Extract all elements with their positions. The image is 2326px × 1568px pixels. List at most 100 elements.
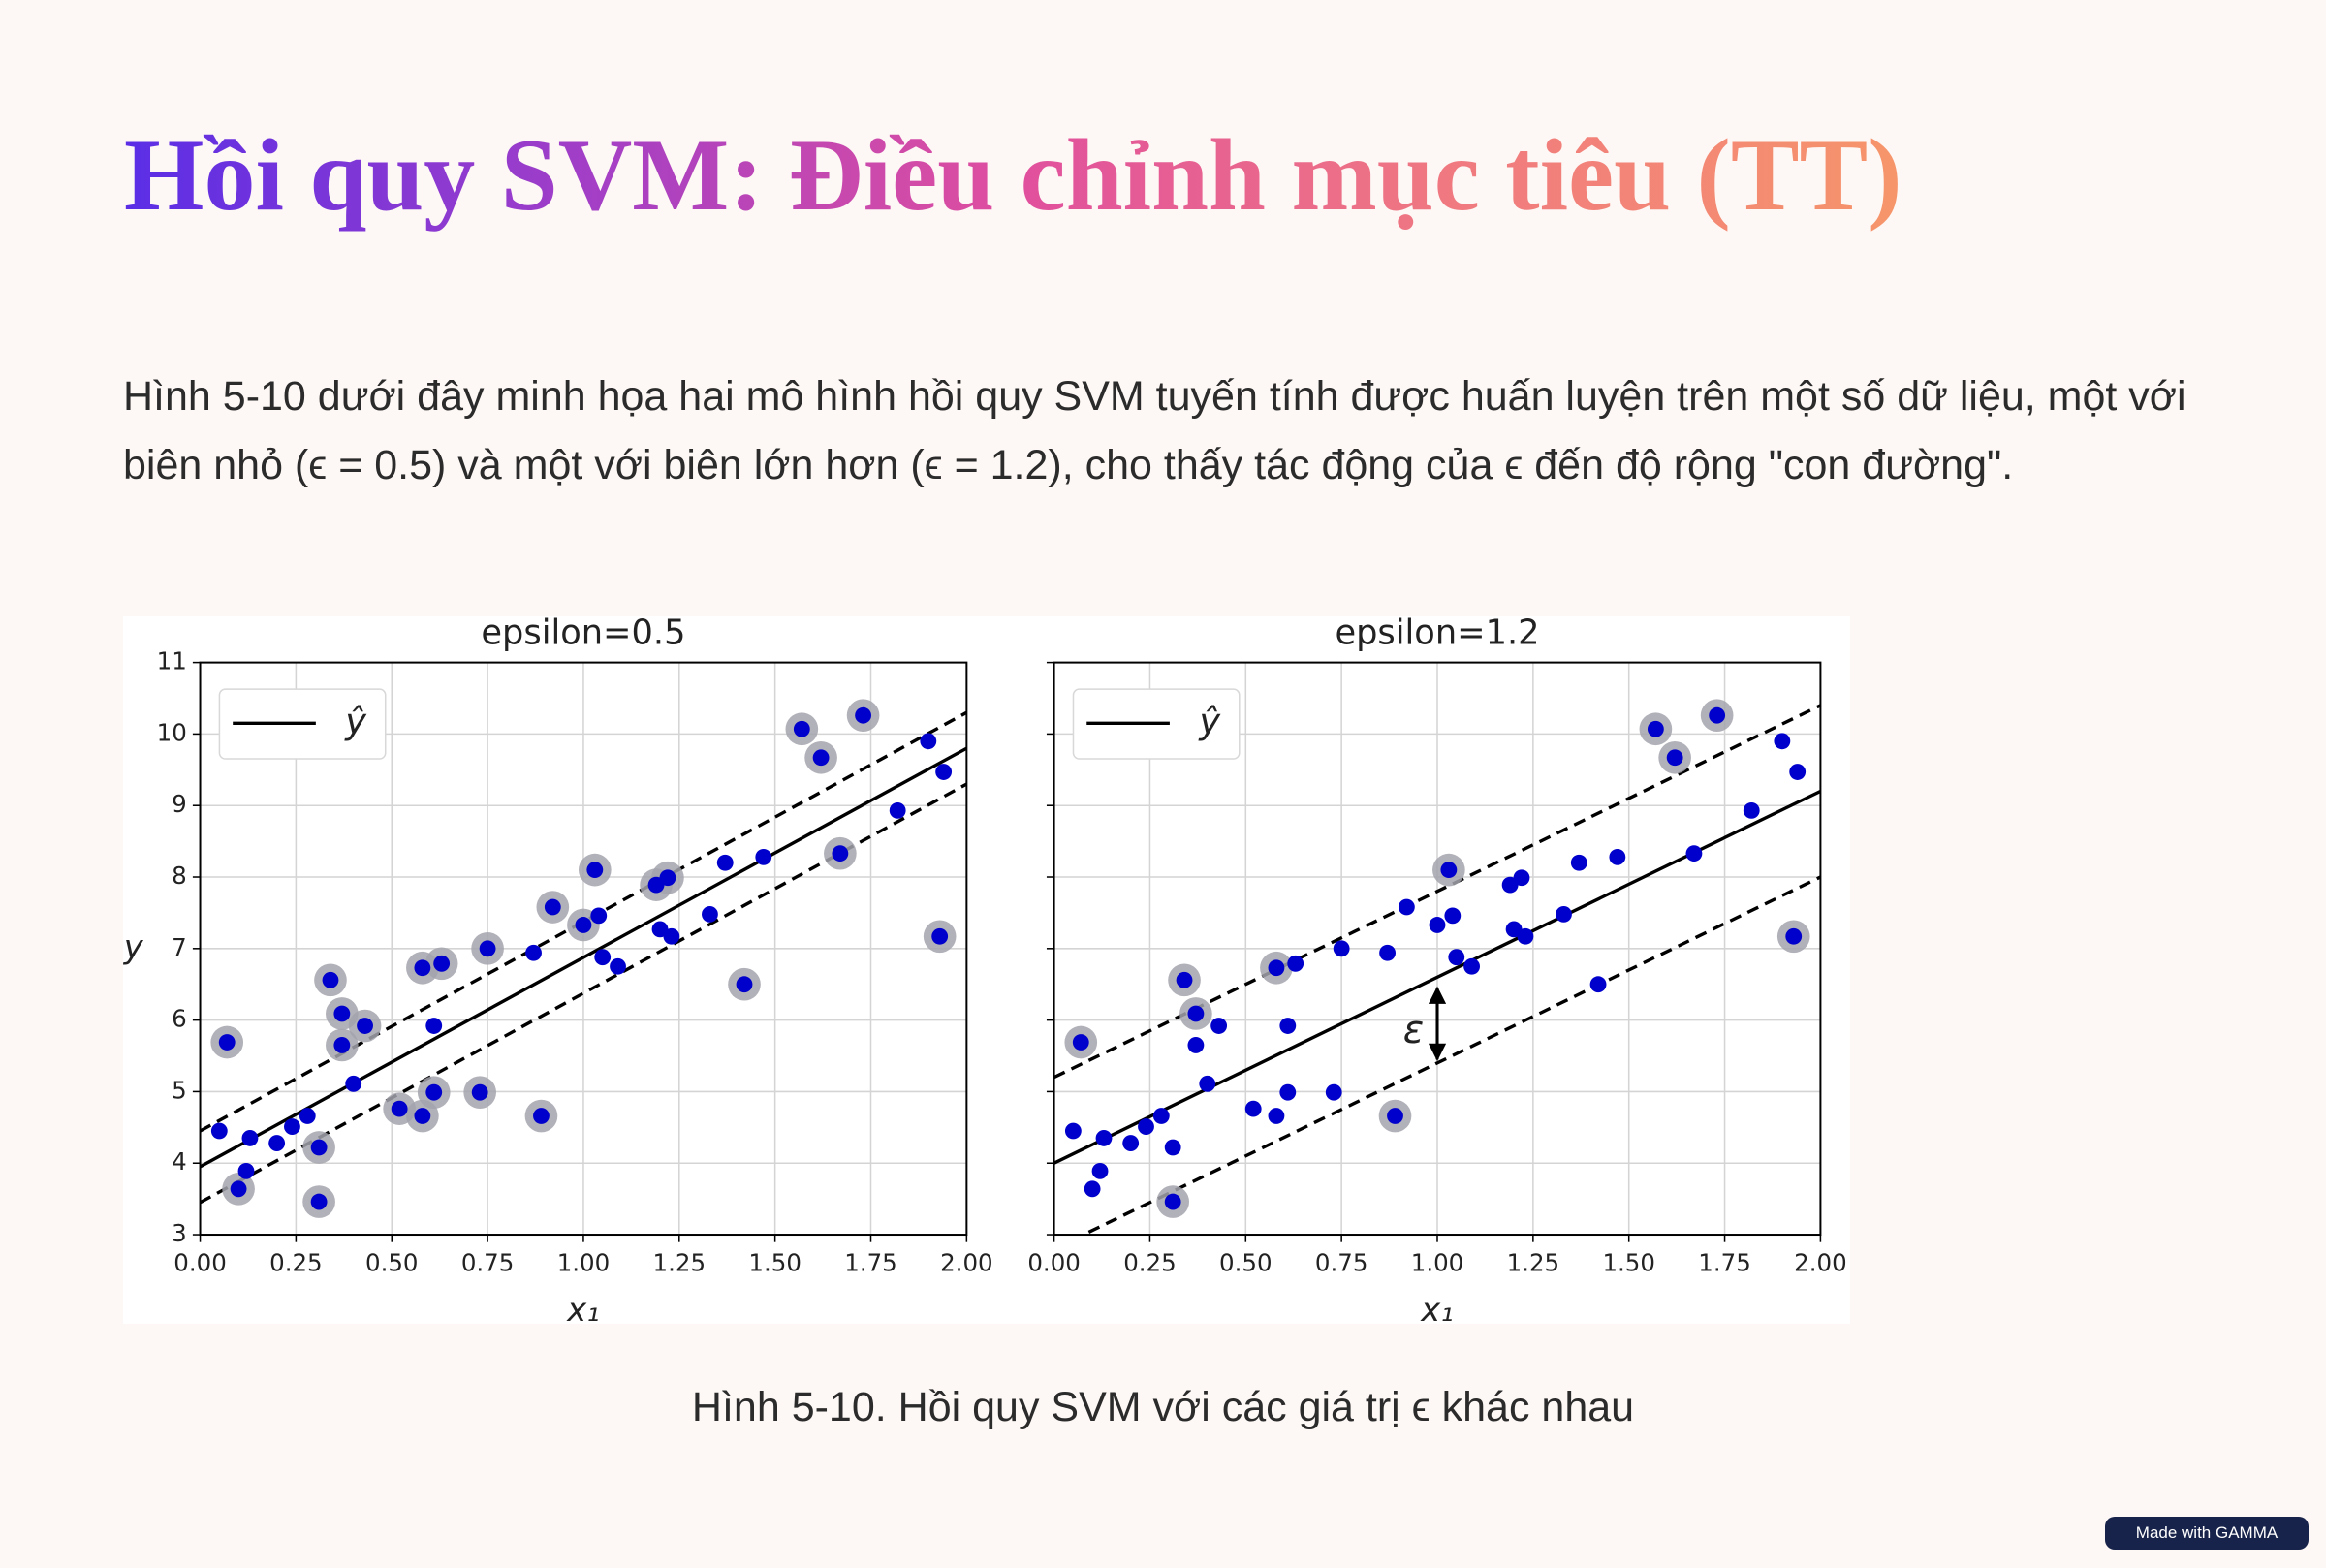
x-tick-label: 1.25	[653, 1249, 706, 1277]
data-point	[310, 1193, 328, 1210]
data-point	[1647, 720, 1664, 737]
x-tick-label: 1.25	[1507, 1249, 1559, 1277]
data-point	[414, 959, 431, 977]
data-point	[533, 1108, 550, 1124]
data-point	[1187, 1037, 1205, 1053]
data-point	[1379, 944, 1397, 961]
data-point	[1685, 845, 1703, 862]
y-tick-label: 4	[172, 1147, 187, 1176]
data-point	[755, 848, 772, 865]
data-point	[1268, 1108, 1285, 1124]
data-point	[333, 1037, 351, 1053]
chart-title: epsilon=1.2	[1335, 616, 1539, 653]
data-point	[268, 1135, 286, 1151]
data-point	[1279, 1083, 1297, 1101]
data-point	[1279, 1018, 1297, 1034]
chart: 0.00 0.25 0.50 0.75 1.00 1.25 1.50 1.75 2.00 ε ŷ ep…	[1027, 616, 1846, 1324]
data-point	[1268, 959, 1285, 977]
data-point	[716, 854, 734, 871]
data-point	[832, 845, 849, 862]
data-point	[1152, 1108, 1170, 1124]
data-point	[414, 1108, 431, 1124]
data-point	[594, 949, 612, 966]
data-point	[1164, 1193, 1181, 1210]
data-point	[391, 1100, 408, 1117]
regression-line	[200, 746, 967, 1169]
data-point	[241, 1129, 259, 1146]
data-point	[1589, 976, 1607, 993]
body-text: Hình 5-10 dưới đây minh họa hai mô hình …	[123, 373, 2186, 488]
slide-title: Hồi quy SVM: Điều chỉnh mục tiêu (TT)	[124, 109, 1902, 242]
x-axis-label: x₁	[566, 1291, 599, 1324]
data-point	[1448, 949, 1465, 966]
x-tick-label: 0.75	[461, 1249, 514, 1277]
data-point	[1609, 848, 1626, 865]
x-tick-label: 0.75	[1315, 1249, 1367, 1277]
x-tick-label: 0.25	[1123, 1249, 1176, 1277]
data-point	[237, 1162, 255, 1179]
margin-line	[200, 782, 967, 1205]
x-tick-label: 0.25	[269, 1249, 322, 1277]
data-point	[433, 955, 451, 972]
margin-line	[1080, 875, 1821, 1236]
data-point	[230, 1180, 247, 1198]
legend-label: ŷ	[1198, 701, 1221, 742]
made-with-badge[interactable]: Made with GAMMA	[2105, 1517, 2309, 1550]
data-point	[586, 862, 604, 879]
data-point	[1387, 1108, 1403, 1124]
y-tick-label: 6	[172, 1005, 187, 1033]
data-point	[793, 720, 810, 737]
x-tick-label: 0.00	[1027, 1249, 1080, 1277]
data-point	[218, 1034, 236, 1051]
data-point	[1333, 940, 1350, 957]
x-tick-label: 2.00	[940, 1249, 992, 1277]
data-point	[1463, 957, 1481, 975]
data-point	[575, 917, 592, 933]
figure-caption: Hình 5-10. Hồi quy SVM với các giá trị ϵ…	[691, 1384, 1635, 1430]
data-point	[1091, 1162, 1109, 1179]
x-tick-label: 0.00	[173, 1249, 226, 1277]
data-point	[1164, 1139, 1181, 1156]
y-tick-label: 5	[172, 1076, 187, 1104]
data-point	[1084, 1180, 1101, 1198]
x-tick-label: 1.50	[748, 1249, 801, 1277]
data-point	[1774, 733, 1791, 750]
data-point	[1666, 749, 1683, 767]
x-tick-label: 1.50	[1602, 1249, 1654, 1277]
data-point	[1398, 898, 1415, 916]
y-tick-label: 7	[172, 933, 187, 961]
x-tick-label: 2.00	[1794, 1249, 1846, 1277]
annotation: ε	[1403, 1008, 1425, 1052]
data-point	[659, 869, 676, 887]
data-point	[310, 1139, 328, 1156]
data-point	[1709, 706, 1726, 724]
data-point	[357, 1018, 373, 1034]
fit-lines	[200, 710, 967, 1205]
data-point	[1517, 927, 1534, 945]
data-point	[322, 971, 339, 988]
y-tick-label: 3	[172, 1219, 187, 1247]
margin-line	[200, 710, 967, 1133]
y-axis-label: y	[123, 927, 144, 965]
data-point	[333, 1005, 351, 1022]
data-point	[663, 927, 680, 945]
data-point	[1325, 1083, 1342, 1101]
data-point	[1789, 764, 1807, 780]
data-point	[471, 1083, 488, 1101]
data-point	[1429, 917, 1446, 933]
data-point	[1187, 1005, 1205, 1022]
x-axis-label: x₁	[1420, 1291, 1453, 1324]
data-point	[1556, 905, 1572, 923]
chart: 0.00 0.25 0.50 0.75 1.00 1.25 1.50 1.75 2.00 3 4 5 6…	[123, 616, 993, 1324]
y-tick-label: 9	[172, 790, 187, 818]
data-point	[1095, 1129, 1113, 1146]
x-tick-label: 0.50	[1219, 1249, 1272, 1277]
data-point	[1199, 1075, 1216, 1092]
y-tick-label: 10	[157, 718, 187, 746]
x-tick-label: 1.75	[844, 1249, 896, 1277]
data-point	[544, 898, 561, 916]
data-point	[931, 927, 949, 945]
data-point	[525, 944, 542, 961]
